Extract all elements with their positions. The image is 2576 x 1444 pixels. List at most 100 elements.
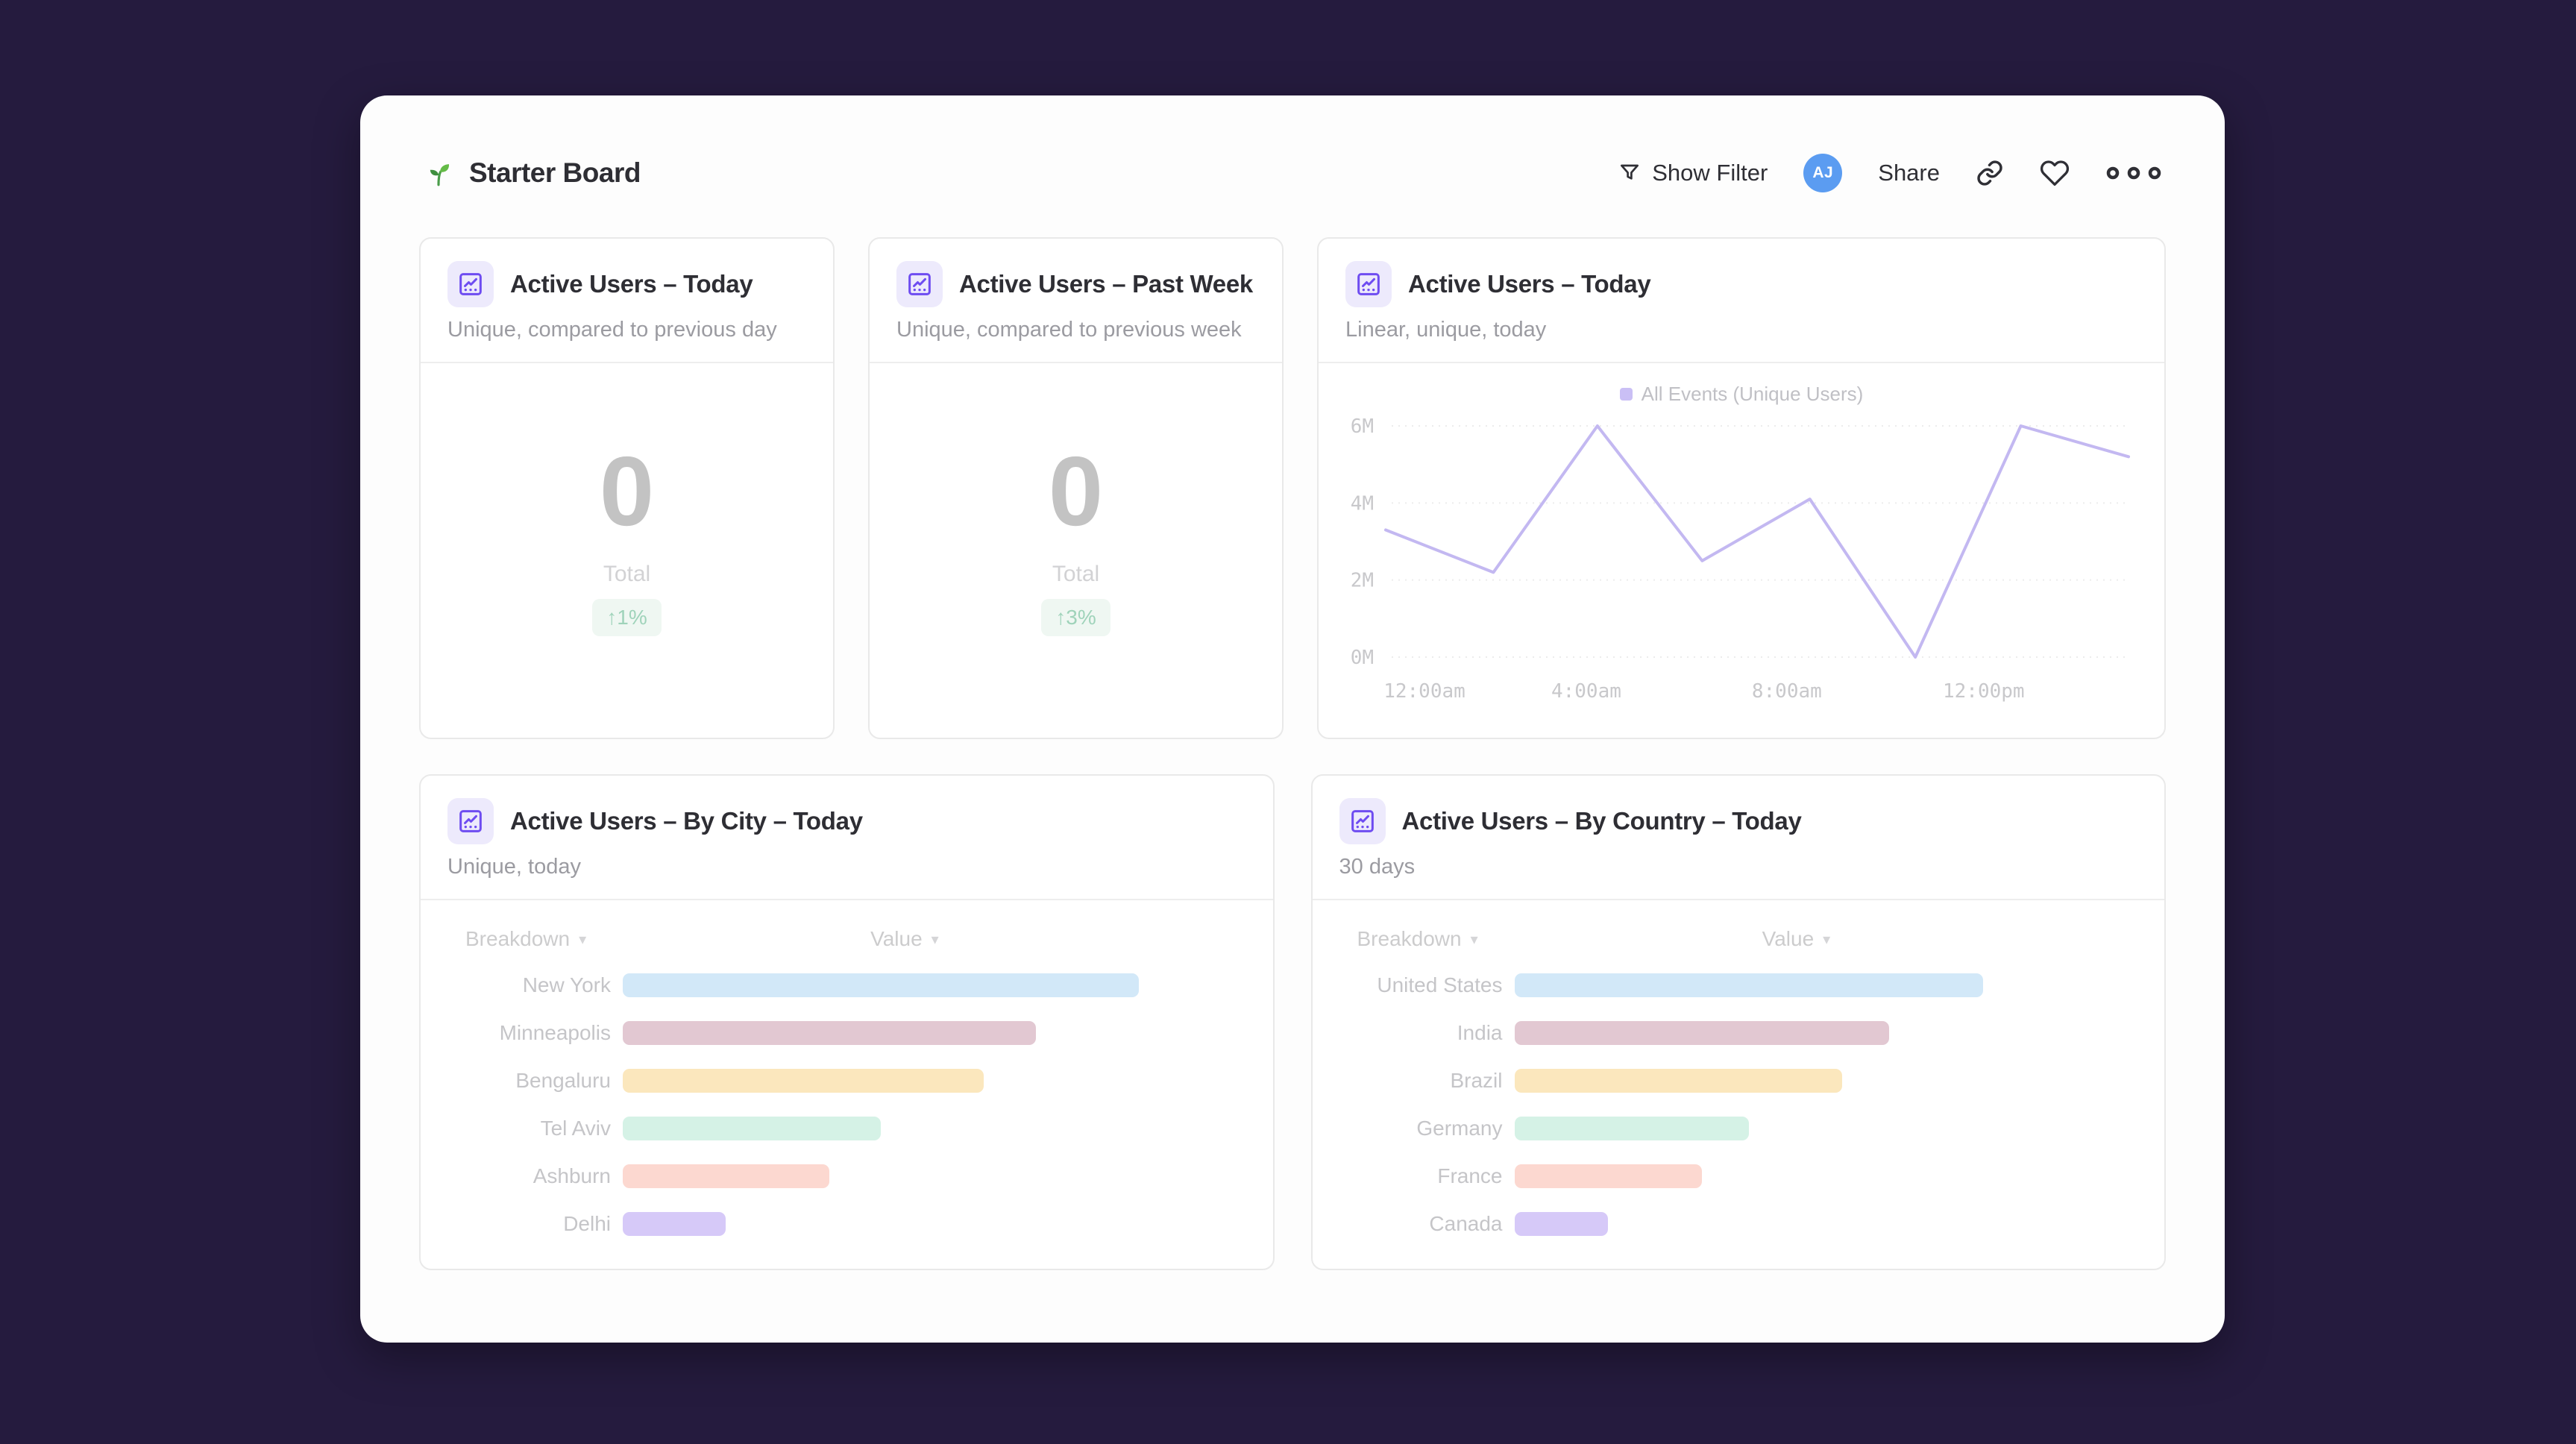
table-row[interactable]: Brazil xyxy=(1342,1057,2135,1105)
legend-label: All Events (Unique Users) xyxy=(1641,382,1864,405)
stat-delta-badge: ↑3% xyxy=(1041,599,1110,636)
card-header[interactable]: Active Users – Today Linear, unique, tod… xyxy=(1319,239,2164,363)
card-header[interactable]: Active Users – Today Unique, compared to… xyxy=(421,239,833,363)
value-bar[interactable] xyxy=(623,973,1139,997)
table-row[interactable]: Tel Aviv xyxy=(450,1105,1243,1152)
value-column-header[interactable]: Value ▾ xyxy=(870,927,939,951)
value-bar[interactable] xyxy=(1514,1212,1609,1236)
table-row[interactable]: Canada xyxy=(1342,1200,2135,1248)
breakdown-column-label: Breakdown xyxy=(465,927,571,950)
y-axis-tick: 0M xyxy=(1351,647,1374,669)
x-axis-tick: 12:00pm xyxy=(1943,680,2025,703)
card-title: Active Users – Today xyxy=(510,270,753,298)
breakdown-column-header[interactable]: Breakdown ▾ xyxy=(465,927,586,951)
x-axis-tick: 12:00am xyxy=(1383,680,1466,703)
value-bar[interactable] xyxy=(623,1021,1036,1045)
card-subtitle: Unique, today xyxy=(447,855,581,879)
country-bar-list: United States India Brazil Germany France Can… xyxy=(1342,961,2135,1248)
share-label: Share xyxy=(1878,160,1940,186)
value-bar[interactable] xyxy=(623,1117,881,1140)
page-title: Starter Board xyxy=(469,157,641,188)
dashboard-modal: Starter Board Show Filter AJ Share xyxy=(360,95,2225,1343)
all-events-series-line xyxy=(1384,424,2130,659)
stat-total-label: Total xyxy=(1052,562,1100,586)
avatar[interactable]: AJ xyxy=(1803,154,1843,192)
card-subtitle: Unique, compared to previous day xyxy=(447,318,777,342)
breakdown-column-headers: Breakdown ▾ Value ▾ xyxy=(450,917,1243,961)
stat-total-value: 0 xyxy=(599,436,655,546)
copy-link-icon[interactable] xyxy=(1976,159,2004,187)
table-row[interactable]: Delhi xyxy=(450,1200,1243,1248)
active-users-line-chart[interactable]: 0M 2M 4M 6M 12:00am 4:00am 8:00am 12:00pm xyxy=(1339,409,2143,712)
table-row[interactable]: Bengaluru xyxy=(450,1057,1243,1105)
stat-delta-badge: ↑1% xyxy=(592,599,662,636)
value-bar[interactable] xyxy=(623,1069,984,1093)
table-row[interactable]: India xyxy=(1342,1009,2135,1057)
card-header[interactable]: Active Users – Past Week Unique, compare… xyxy=(870,239,1282,363)
card-header[interactable]: Active Users – By Country – Today 30 day… xyxy=(1312,776,2164,900)
breakdown-body: Breakdown ▾ Value ▾ New York Minneapolis B… xyxy=(421,900,1273,1269)
card-subtitle: Linear, unique, today xyxy=(1345,318,1547,342)
value-column-label: Value xyxy=(870,927,923,950)
breakdown-label: Tel Aviv xyxy=(540,1117,611,1140)
cards-row-bottom: Active Users – By City – Today Unique, t… xyxy=(419,774,2166,1270)
header-actions: Show Filter AJ Share xyxy=(1618,154,2162,192)
chevron-down-icon: ▾ xyxy=(1470,931,1478,948)
value-bar[interactable] xyxy=(623,1164,829,1188)
chart-icon xyxy=(896,261,943,307)
breakdown-column-header[interactable]: Breakdown ▾ xyxy=(1357,927,1478,951)
table-row[interactable]: Ashburn xyxy=(450,1152,1243,1200)
table-row[interactable]: United States xyxy=(1342,961,2135,1009)
value-bar[interactable] xyxy=(1514,973,1983,997)
line-chart-body: All Events (Unique Users) 0M 2M 4M 6M 12:00a… xyxy=(1319,363,2164,738)
stat-total-value: 0 xyxy=(1048,436,1104,546)
card-title: Active Users – By City – Today xyxy=(510,807,863,835)
x-axis-tick: 8:00am xyxy=(1752,680,1822,703)
chevron-down-icon: ▾ xyxy=(579,931,587,948)
stat-body: 0 Total ↑3% xyxy=(870,363,1282,738)
value-bar[interactable] xyxy=(1514,1069,1843,1093)
chevron-down-icon: ▾ xyxy=(1823,931,1831,948)
card-header[interactable]: Active Users – By City – Today Unique, t… xyxy=(421,776,1273,900)
chart-legend: All Events (Unique Users) xyxy=(1339,378,2143,409)
card-title: Active Users – Past Week xyxy=(959,270,1253,298)
breakdown-label: India xyxy=(1457,1021,1503,1044)
chart-icon xyxy=(1345,261,1392,307)
breakdown-body: Breakdown ▾ Value ▾ United States India Br… xyxy=(1313,900,2165,1269)
breakdown-label: Germany xyxy=(1416,1117,1503,1140)
value-column-header[interactable]: Value ▾ xyxy=(1762,927,1831,951)
show-filter-button[interactable]: Show Filter xyxy=(1618,160,1768,186)
card-subtitle: Unique, compared to previous week xyxy=(896,318,1242,342)
x-axis-tick: 4:00am xyxy=(1551,680,1621,703)
table-row[interactable]: Minneapolis xyxy=(450,1009,1243,1057)
share-button[interactable]: Share xyxy=(1878,160,1940,186)
breakdown-label: Bengaluru xyxy=(515,1069,611,1092)
chevron-down-icon: ▾ xyxy=(931,931,939,948)
breakdown-label: Canada xyxy=(1429,1212,1503,1235)
table-row[interactable]: New York xyxy=(450,961,1243,1009)
chart-icon xyxy=(1339,798,1386,844)
y-axis-tick: 6M xyxy=(1351,415,1374,438)
breakdown-column-headers: Breakdown ▾ Value ▾ xyxy=(1342,917,2135,961)
card-active-users-past-week: Active Users – Past Week Unique, compare… xyxy=(868,237,1284,739)
breakdown-label: Delhi xyxy=(563,1212,611,1235)
favorite-heart-icon[interactable] xyxy=(2040,158,2070,188)
value-bar[interactable] xyxy=(1514,1117,1749,1140)
breakdown-label: Ashburn xyxy=(533,1164,611,1187)
seedling-icon xyxy=(423,157,454,189)
value-bar[interactable] xyxy=(1514,1164,1702,1188)
dashboard-header: Starter Board Show Filter AJ Share xyxy=(423,149,2162,197)
board-title-group: Starter Board xyxy=(423,157,641,189)
table-row[interactable]: Germany xyxy=(1342,1105,2135,1152)
card-active-users-today: Active Users – Today Unique, compared to… xyxy=(419,237,835,739)
breakdown-label: New York xyxy=(522,973,611,996)
card-active-users-by-country: Active Users – By Country – Today 30 day… xyxy=(1310,774,2166,1270)
value-bar[interactable] xyxy=(623,1212,726,1236)
table-row[interactable]: France xyxy=(1342,1152,2135,1200)
breakdown-label: Minneapolis xyxy=(499,1021,611,1044)
value-bar[interactable] xyxy=(1514,1021,1889,1045)
value-column-label: Value xyxy=(1762,927,1815,950)
more-options-icon[interactable] xyxy=(2105,163,2162,183)
filter-funnel-icon xyxy=(1618,161,1642,185)
